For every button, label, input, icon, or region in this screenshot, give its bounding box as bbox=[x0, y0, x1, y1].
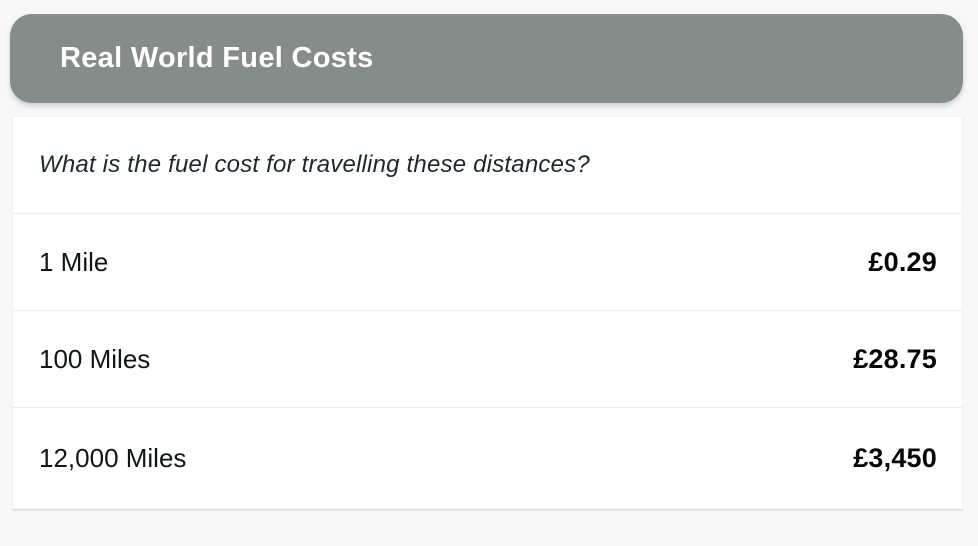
distance-label: 1 Mile bbox=[39, 246, 109, 277]
distance-label: 12,000 Miles bbox=[39, 442, 187, 473]
question-text: What is the fuel cost for travelling the… bbox=[39, 151, 590, 178]
card-header: Real World Fuel Costs bbox=[10, 14, 963, 103]
table-row: 12,000 Miles £3,450 bbox=[13, 407, 962, 508]
fuel-costs-card: What is the fuel cost for travelling the… bbox=[12, 116, 963, 509]
cost-value: £0.29 bbox=[868, 246, 937, 277]
page-title: Real World Fuel Costs bbox=[60, 42, 374, 74]
question-row: What is the fuel cost for travelling the… bbox=[13, 117, 962, 213]
table-row: 100 Miles £28.75 bbox=[13, 310, 962, 407]
table-row: 1 Mile £0.29 bbox=[13, 213, 962, 310]
distance-label: 100 Miles bbox=[39, 343, 151, 374]
cost-value: £3,450 bbox=[853, 442, 937, 473]
cost-value: £28.75 bbox=[853, 343, 937, 374]
